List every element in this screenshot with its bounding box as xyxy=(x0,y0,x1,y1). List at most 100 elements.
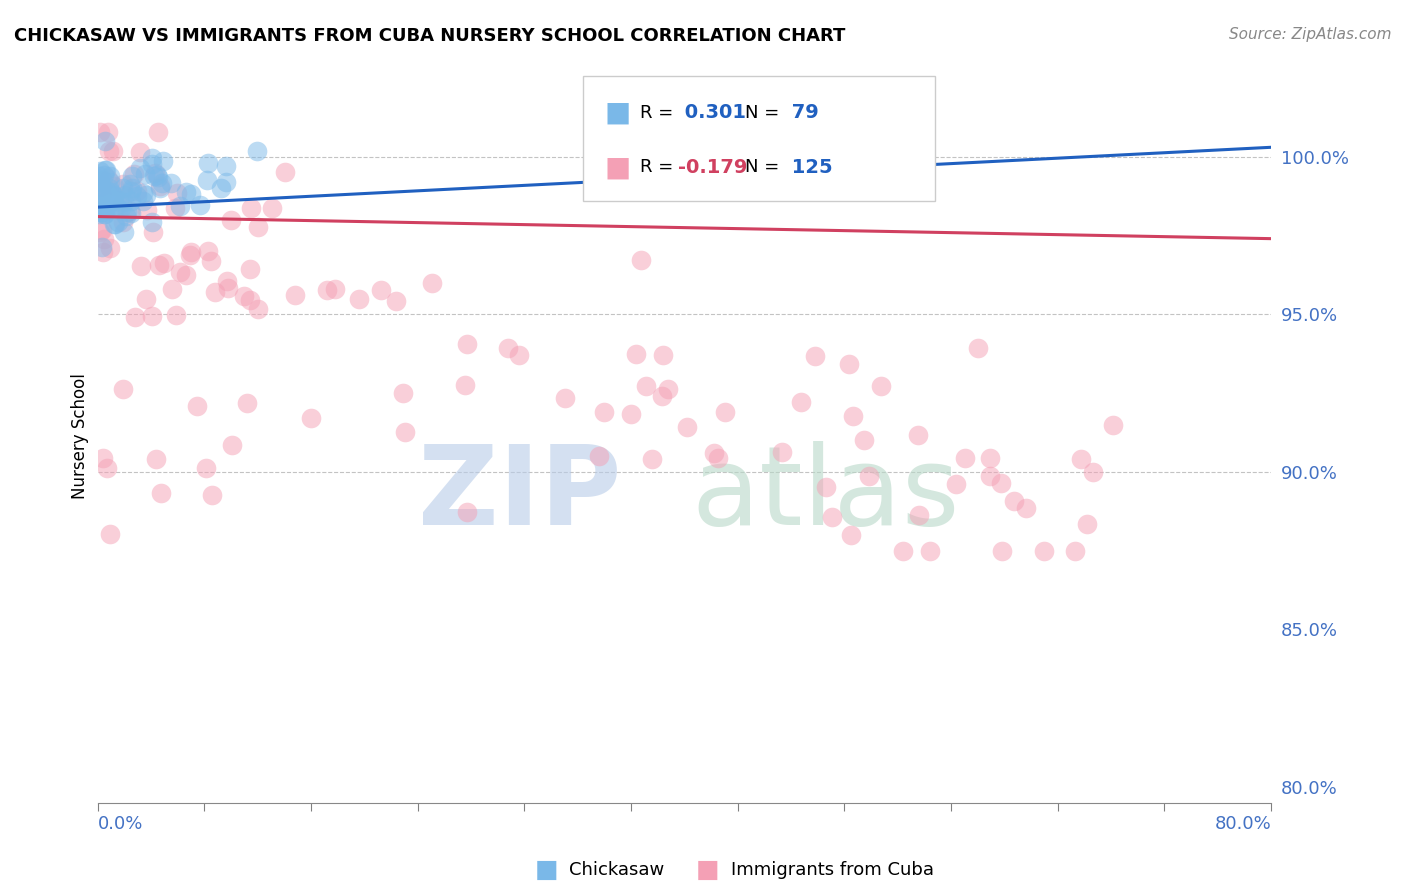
Point xyxy=(108,202,131,217)
Point xyxy=(634,378,657,392)
Point xyxy=(129,259,152,273)
Point xyxy=(394,425,416,439)
Point xyxy=(316,283,339,297)
Text: Immigrants from Cuba: Immigrants from Cuba xyxy=(731,861,934,879)
Point xyxy=(554,391,576,405)
Text: R =: R = xyxy=(640,103,679,121)
Point xyxy=(114,226,136,240)
Point xyxy=(347,292,370,306)
Point xyxy=(240,201,263,215)
Point xyxy=(979,469,1001,483)
Point xyxy=(121,181,143,195)
Point xyxy=(620,407,643,421)
Point xyxy=(103,188,125,202)
Point xyxy=(94,189,117,203)
Point xyxy=(1063,543,1085,558)
Point xyxy=(838,357,860,371)
Point xyxy=(979,450,1001,465)
Point xyxy=(197,244,219,259)
Point xyxy=(93,232,115,246)
Point xyxy=(120,177,142,191)
Point xyxy=(89,169,111,183)
Point xyxy=(179,248,201,262)
Point xyxy=(385,293,408,308)
Point xyxy=(1070,452,1092,467)
Text: ■: ■ xyxy=(696,858,720,881)
Point xyxy=(91,189,114,203)
Point xyxy=(141,309,163,323)
Point xyxy=(262,202,284,216)
Point xyxy=(1102,418,1125,433)
Point xyxy=(90,180,112,194)
Point xyxy=(150,485,173,500)
Point xyxy=(456,337,478,351)
Point xyxy=(217,281,239,295)
Point xyxy=(180,186,202,201)
Point xyxy=(100,194,122,208)
Point xyxy=(97,124,120,138)
Point xyxy=(1081,465,1104,479)
Point xyxy=(870,379,893,393)
Point xyxy=(90,202,112,217)
Point xyxy=(128,161,150,176)
Point xyxy=(148,258,170,272)
Point xyxy=(166,186,188,200)
Point xyxy=(89,225,111,239)
Point xyxy=(284,288,307,302)
Point xyxy=(101,194,124,208)
Point xyxy=(136,203,159,218)
Point xyxy=(120,185,142,199)
Point xyxy=(1033,543,1056,558)
Point xyxy=(96,183,118,197)
Point xyxy=(215,175,238,189)
Point xyxy=(103,188,125,202)
Point xyxy=(103,217,125,231)
Point xyxy=(232,289,254,303)
Point xyxy=(153,256,176,270)
Point xyxy=(219,213,242,227)
Point xyxy=(122,167,145,181)
Text: ZIP: ZIP xyxy=(419,441,621,548)
Point xyxy=(120,194,142,208)
Point xyxy=(239,262,262,277)
Point xyxy=(98,197,121,211)
Point xyxy=(588,449,610,463)
Point xyxy=(112,214,135,228)
Point xyxy=(120,206,142,220)
Point xyxy=(323,282,346,296)
Point xyxy=(107,215,129,229)
Point xyxy=(990,475,1012,490)
Point xyxy=(98,199,121,213)
Point xyxy=(132,186,155,201)
Point xyxy=(111,181,134,195)
Point xyxy=(145,451,167,466)
Point xyxy=(91,173,114,187)
Point xyxy=(200,488,222,502)
Point xyxy=(804,349,827,363)
Point xyxy=(918,543,941,558)
Point xyxy=(127,188,149,202)
Point xyxy=(245,144,267,158)
Point xyxy=(143,169,166,184)
Point xyxy=(815,480,838,494)
Point xyxy=(98,144,121,158)
Point xyxy=(247,219,270,234)
Point xyxy=(508,348,530,362)
Point xyxy=(87,198,110,212)
Point xyxy=(90,197,112,211)
Point xyxy=(169,199,191,213)
Point xyxy=(91,244,114,259)
Point xyxy=(101,145,124,159)
Point xyxy=(165,201,187,215)
Point xyxy=(790,395,813,409)
Point xyxy=(246,302,269,317)
Text: 0.0%: 0.0% xyxy=(97,815,143,833)
Point xyxy=(195,461,218,475)
Point xyxy=(1015,500,1038,515)
Point xyxy=(96,461,118,475)
Point xyxy=(112,382,135,396)
Point xyxy=(97,171,120,186)
Point xyxy=(112,195,135,210)
Point xyxy=(707,451,730,466)
Point xyxy=(149,179,172,194)
